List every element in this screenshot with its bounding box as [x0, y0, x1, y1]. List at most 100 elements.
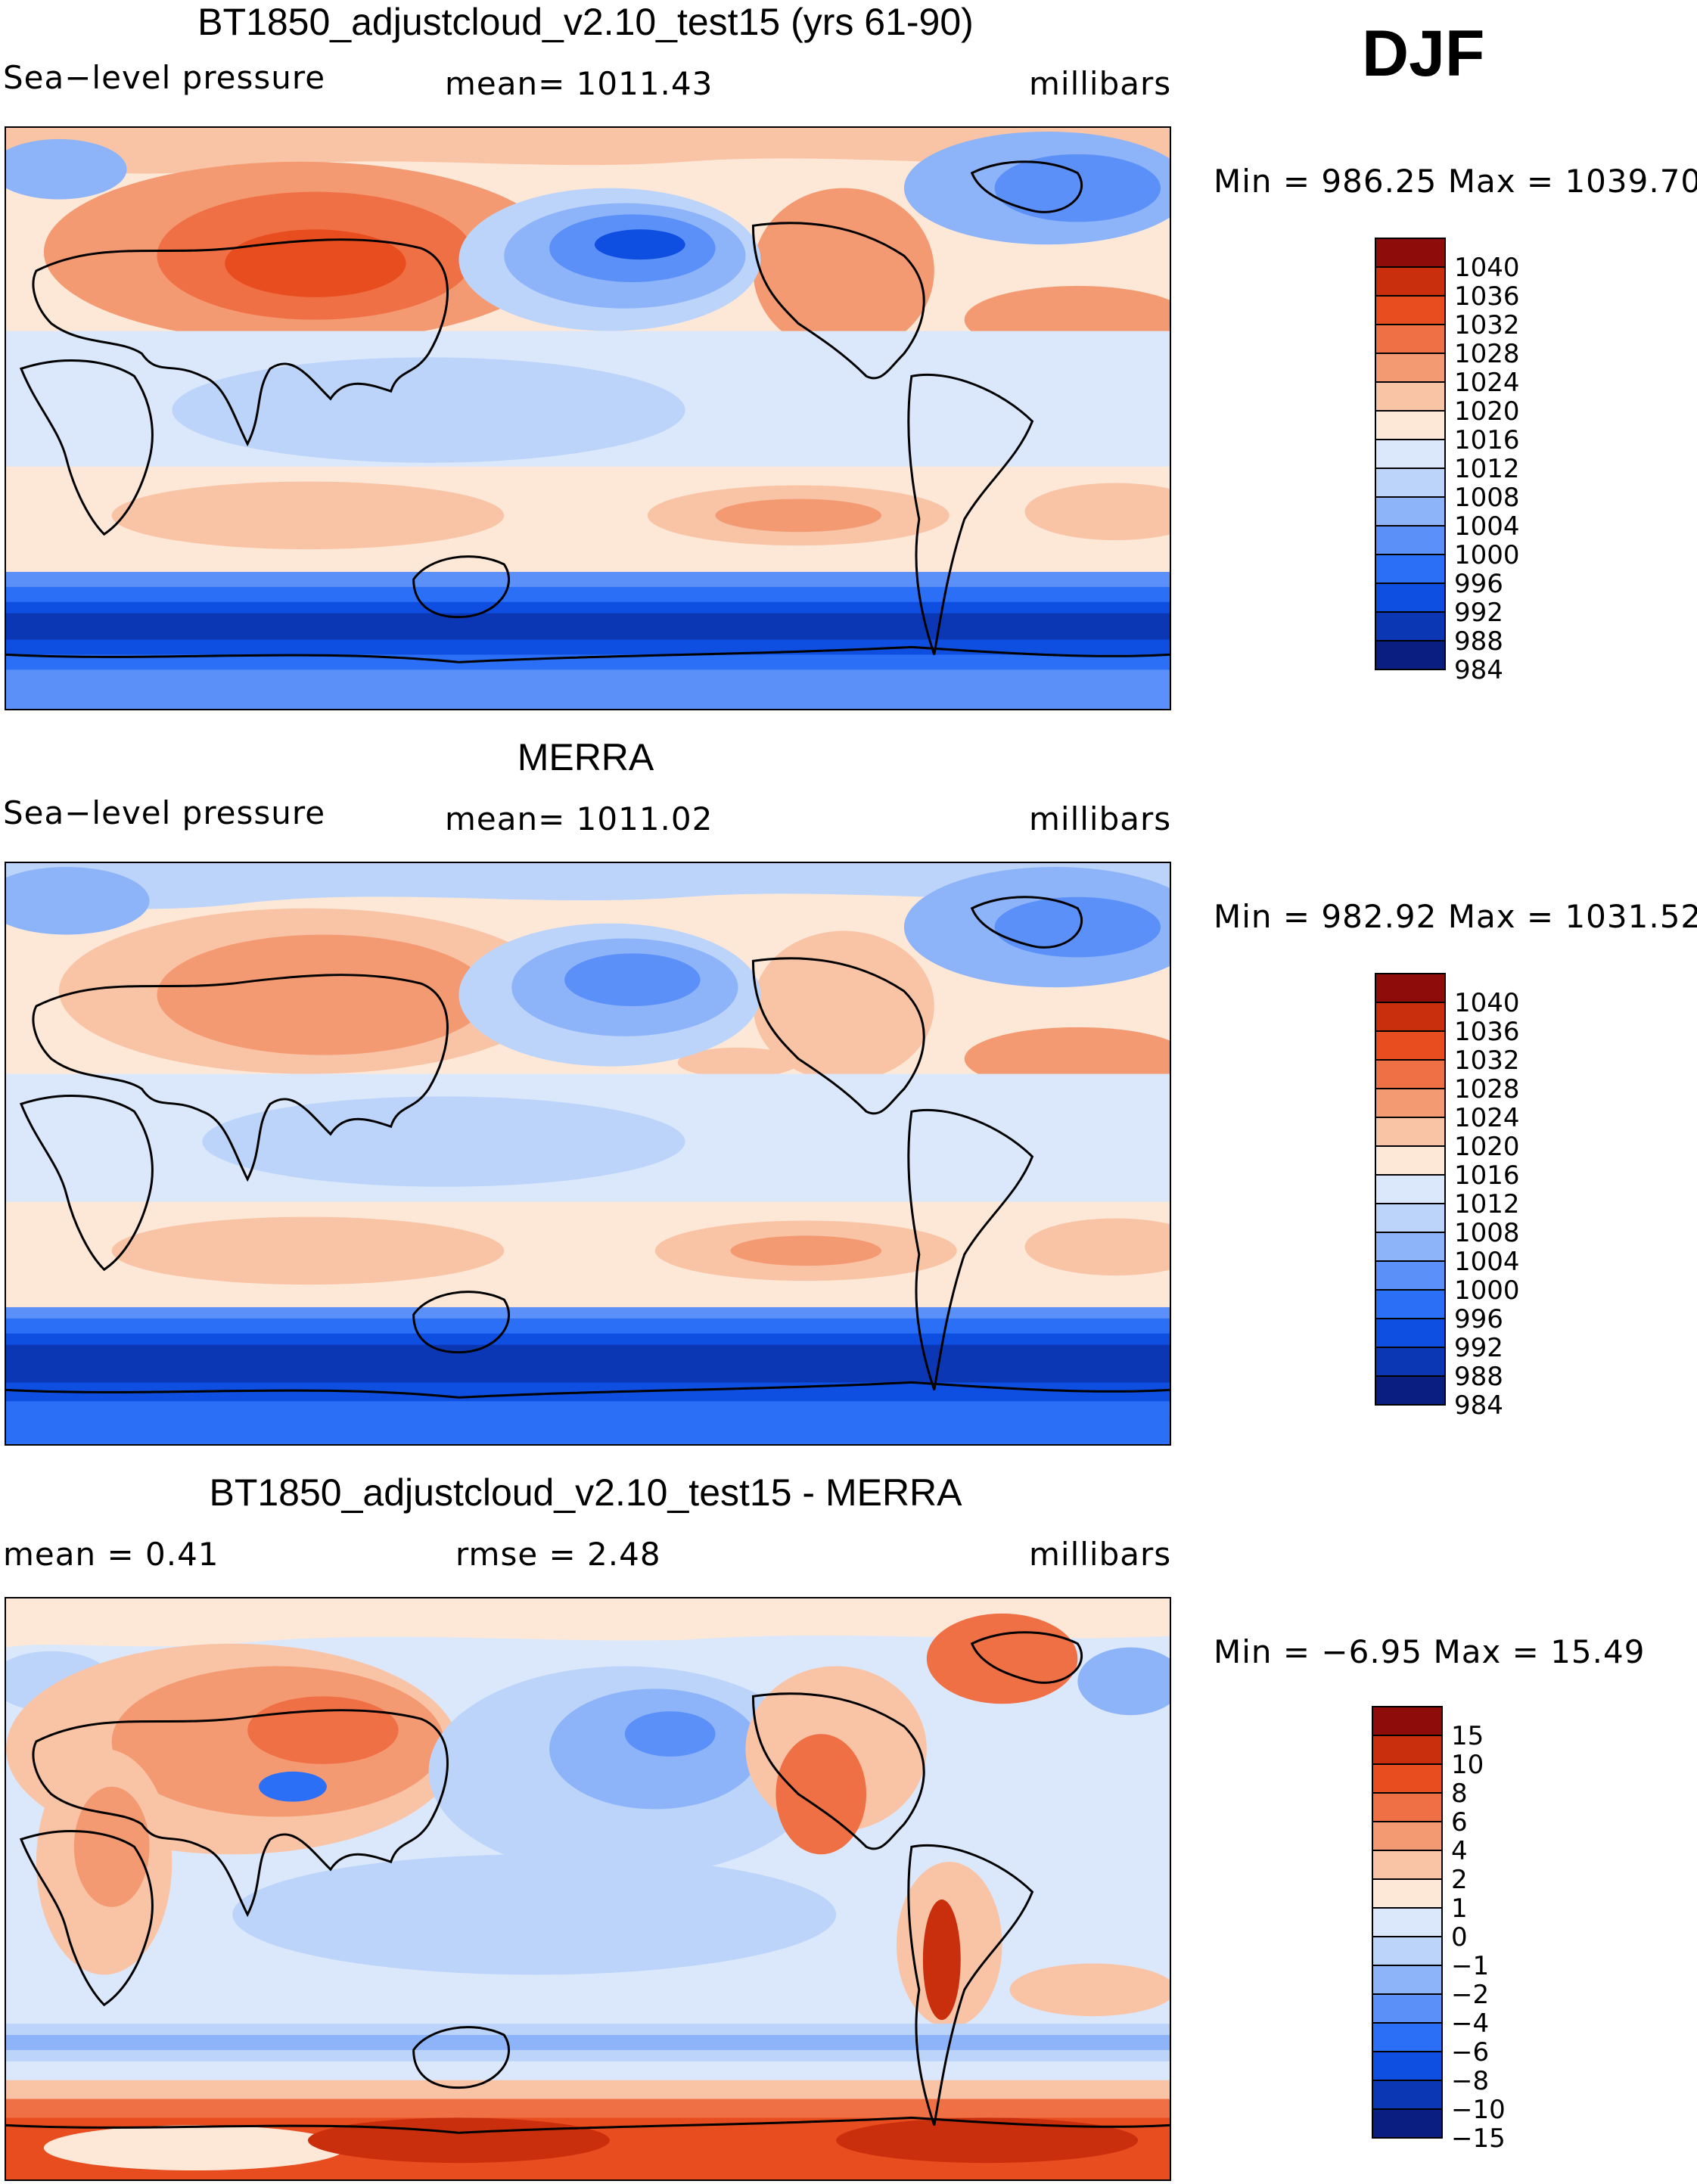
colorbar-tick-label: 1016	[1454, 1160, 1520, 1191]
colorbar-swatch	[1375, 1174, 1446, 1204]
colorbar-tick-label: 1000	[1454, 540, 1520, 570]
colorbar-tick-label: −8	[1451, 2066, 1489, 2096]
colorbar-swatch	[1375, 1232, 1446, 1262]
colorbar-tick-label: 984	[1454, 1390, 1503, 1421]
colorbar-swatch	[1375, 1059, 1446, 1089]
panel1-units-label: millibars	[1029, 65, 1172, 102]
colorbar-tick-label: 992	[1454, 1333, 1503, 1363]
panel1-map-svg	[6, 128, 1170, 709]
colorbar-tick-label: 1012	[1454, 454, 1520, 484]
panel2-colorbar-svg: 1040103610321028102410201016101210081004…	[1375, 973, 1520, 1421]
panel2-units-label: millibars	[1029, 800, 1172, 837]
colorbar-tick-label: 1004	[1454, 511, 1520, 542]
colorbar-tick-label: 992	[1454, 598, 1503, 628]
panel1-colorbar: 1040 1036 1032 1028 1024 1020 1016 1012 1008 1004…	[1375, 238, 1542, 700]
colorbar-tick-label: 1008	[1454, 483, 1520, 513]
panel2-map-svg	[6, 863, 1170, 1444]
colorbar-swatch	[1375, 611, 1446, 642]
colorbar-tick-label: 1020	[1454, 396, 1520, 427]
colorbar-tick-label: 1020	[1454, 1132, 1520, 1162]
colorbar-tick-label: 1040	[1454, 988, 1520, 1018]
coastlines	[6, 160, 1170, 663]
panel3-units-label: millibars	[1029, 1536, 1172, 1573]
colorbar-tick-label: 1032	[1454, 1045, 1520, 1076]
colorbar-tick-label: 1012	[1454, 1189, 1520, 1219]
panel2-mean-label: mean= 1011.02	[445, 800, 713, 837]
colorbar-swatch	[1372, 1850, 1443, 1880]
panel2-min-max: Min = 982.92 Max = 1031.52	[1214, 898, 1697, 935]
colorbar-swatch	[1372, 1878, 1443, 1909]
panel3-rmse-label: rmse = 2.48	[455, 1536, 661, 1573]
colorbar-tick-label: 1016	[1454, 425, 1520, 455]
icelandic-low-core	[994, 154, 1161, 222]
colorbar-swatch	[1375, 468, 1446, 498]
colorbar-tick-label: 1024	[1454, 368, 1520, 398]
aleutian-low-center	[594, 229, 685, 260]
colorbar-swatch	[1375, 1347, 1446, 1377]
colorbar-tick-label: 2	[1451, 1865, 1468, 1895]
colorbar-tick-label: 1040	[1454, 253, 1520, 283]
colorbar-tick-label: 0	[1451, 1922, 1468, 1953]
colorbar-swatch	[1372, 1706, 1443, 1736]
maritime-continent-low	[172, 357, 685, 463]
colorbar-swatch	[1375, 1030, 1446, 1061]
colorbar-tick-label: 1036	[1454, 1017, 1520, 1047]
atlantic-low-west	[6, 138, 127, 200]
colorbar-swatch	[1372, 1936, 1443, 1966]
colorbar-tick-label: 1008	[1454, 1218, 1520, 1248]
colorbar-swatch	[1375, 1203, 1446, 1233]
colorbar-swatch	[1375, 1260, 1446, 1291]
colorbar-swatch	[1375, 496, 1446, 527]
panel2-map	[5, 862, 1171, 1446]
colorbar-tick-label: 1	[1451, 1894, 1468, 1924]
panel1-min-max: Min = 986.25 Max = 1039.70	[1214, 163, 1697, 200]
colorbar-swatch	[1375, 1145, 1446, 1176]
colorbar-swatch	[1375, 1002, 1446, 1032]
so-band-4	[6, 613, 1170, 640]
colorbar-swatch	[1372, 1735, 1443, 1765]
panel3-colorbar: 15 10 8 6 4 2 1 0 −1 −2 −4 −6 −8 −10 −15	[1372, 1706, 1539, 2168]
colorbar-tick-label: −2	[1451, 1980, 1489, 2010]
colorbar-tick-label: 1024	[1454, 1103, 1520, 1133]
colorbar-tick-label: −1	[1451, 1951, 1489, 1981]
colorbar-swatch	[1375, 1289, 1446, 1319]
colorbar-swatch	[1375, 381, 1446, 412]
colorbar-swatch	[1372, 2108, 1443, 2139]
panel1-colorbar-svg: 1040103610321028102410201016101210081004…	[1375, 238, 1520, 685]
colorbar-swatch	[1375, 353, 1446, 383]
panel3-map-svg	[6, 1598, 1170, 2179]
colorbar-swatch	[1375, 410, 1446, 440]
colorbar-tick-label: 1032	[1454, 310, 1520, 340]
colorbar-swatch	[1375, 1088, 1446, 1118]
panel1-mean-label: mean= 1011.43	[445, 65, 713, 102]
colorbar-swatch	[1375, 525, 1446, 555]
panel2-variable-label: Sea−level pressure	[3, 794, 326, 831]
colorbar-swatch	[1375, 1375, 1446, 1406]
colorbar-tick-label: 8	[1451, 1779, 1468, 1809]
colorbar-swatch	[1375, 554, 1446, 584]
panel1-title: BT1850_adjustcloud_v2.10_test15 (yrs 61-…	[197, 1, 974, 43]
colorbar-tick-label: 1028	[1454, 339, 1520, 369]
season-label: DJF	[1362, 17, 1485, 90]
panel3-title: BT1850_adjustcloud_v2.10_test15 - MERRA	[209, 1471, 962, 1514]
namerica-high	[753, 188, 934, 354]
colorbar-swatch	[1372, 1907, 1443, 1937]
colorbar-swatch	[1372, 1763, 1443, 1794]
colorbar-tick-label: 1028	[1454, 1074, 1520, 1104]
colorbar-swatch	[1372, 2080, 1443, 2110]
colorbar-tick-label: 10	[1451, 1750, 1484, 1780]
colorbar-swatch	[1375, 439, 1446, 469]
colorbar-tick-label: 15	[1451, 1721, 1484, 1751]
colorbar-swatch	[1375, 973, 1446, 1003]
panel2-title: MERRA	[517, 736, 654, 778]
colorbar-swatch	[1375, 324, 1446, 354]
panel1-map	[5, 126, 1171, 710]
colorbar-swatch	[1372, 1792, 1443, 1822]
colorbar-swatch	[1372, 1965, 1443, 1995]
colorbar-swatch	[1375, 640, 1446, 670]
panel3-mean-label: mean = 0.41	[3, 1536, 219, 1573]
colorbar-tick-label: −15	[1451, 2123, 1506, 2154]
colorbar-tick-label: 6	[1451, 1807, 1468, 1838]
colorbar-swatch	[1372, 2022, 1443, 2052]
